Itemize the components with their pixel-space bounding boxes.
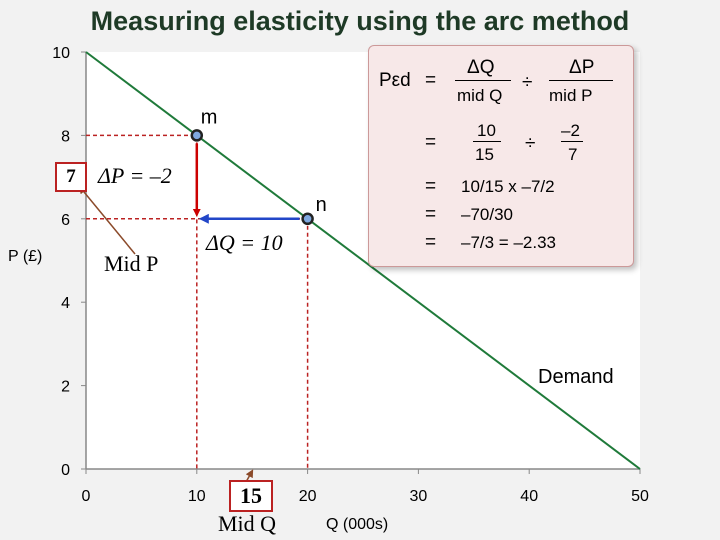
formula-num1: ΔQ bbox=[467, 57, 495, 78]
frac-line-2 bbox=[549, 80, 613, 81]
formula-eq-2: = bbox=[425, 132, 437, 153]
formula-den1: mid Q bbox=[457, 86, 503, 105]
formula-eq-1: = bbox=[425, 70, 437, 91]
tick-labels: 0 10 20 30 40 50 0 2 4 6 8 10 bbox=[52, 45, 649, 505]
mid-q-value-box: 15 bbox=[229, 480, 273, 512]
formula-num2: ΔP bbox=[569, 57, 595, 78]
y-tick-label: 10 bbox=[52, 45, 70, 62]
x-axis-label: Q (000s) bbox=[326, 516, 389, 533]
x-tick-label: 10 bbox=[188, 488, 206, 505]
formula-div-1: ÷ bbox=[522, 72, 533, 93]
x-tick-label: 40 bbox=[520, 488, 538, 505]
formula-eq-3: = bbox=[425, 176, 437, 197]
step2-den1: 15 bbox=[475, 145, 494, 164]
step2-den2: 7 bbox=[568, 145, 578, 164]
demand-label: Demand bbox=[538, 366, 614, 388]
formula-box: Pεd = ΔQ mid Q ÷ ΔP mid P = 10 15 ÷ –2 7… bbox=[368, 45, 634, 267]
guide-lines bbox=[78, 134, 309, 483]
frac-line-4 bbox=[561, 141, 583, 142]
mid-p-pointer bbox=[78, 185, 136, 255]
step3: 10/15 x –7/2 bbox=[461, 177, 555, 196]
x-tick-label: 30 bbox=[410, 488, 428, 505]
y-tick-label: 4 bbox=[61, 295, 70, 312]
points-layer: mn bbox=[190, 106, 327, 226]
mid-p-value-box: 7 bbox=[55, 162, 87, 192]
mid-q-label: Mid Q bbox=[218, 511, 277, 536]
mid-p-label: Mid P bbox=[104, 251, 159, 276]
delta-p-label: ΔP = –2 bbox=[98, 163, 172, 188]
step4: –70/30 bbox=[461, 205, 513, 224]
x-tick-label: 0 bbox=[82, 488, 91, 505]
y-tick-label: 0 bbox=[61, 462, 70, 479]
frac-line-3 bbox=[473, 141, 501, 142]
y-axis-label: P (£) bbox=[8, 248, 43, 265]
formula-den2: mid P bbox=[549, 86, 593, 105]
point-label-m: m bbox=[201, 106, 218, 128]
y-tick-label: 2 bbox=[61, 379, 70, 396]
series-layer bbox=[85, 51, 641, 470]
step5: –7/3 = –2.33 bbox=[461, 233, 557, 252]
formula-lhs: Pεd bbox=[379, 70, 411, 91]
y-tick-label: 8 bbox=[61, 128, 70, 145]
y-tick-label: 6 bbox=[61, 212, 70, 229]
x-tick-label: 50 bbox=[631, 488, 649, 505]
x-tick-label: 20 bbox=[299, 488, 317, 505]
demand-line bbox=[85, 51, 641, 470]
point-n bbox=[301, 212, 314, 226]
point-label-n: n bbox=[316, 194, 327, 216]
page-title: Measuring elasticity using the arc metho… bbox=[90, 6, 630, 36]
step2-num1: 10 bbox=[477, 121, 496, 140]
point-m bbox=[190, 129, 204, 142]
delta-q-label: ΔQ = 10 bbox=[206, 230, 283, 255]
formula-eq-5: = bbox=[425, 232, 437, 253]
frac-line-1 bbox=[455, 80, 511, 81]
formula-eq-4: = bbox=[425, 204, 437, 225]
step2-num2: –2 bbox=[561, 121, 580, 140]
formula-div-2: ÷ bbox=[525, 133, 536, 154]
